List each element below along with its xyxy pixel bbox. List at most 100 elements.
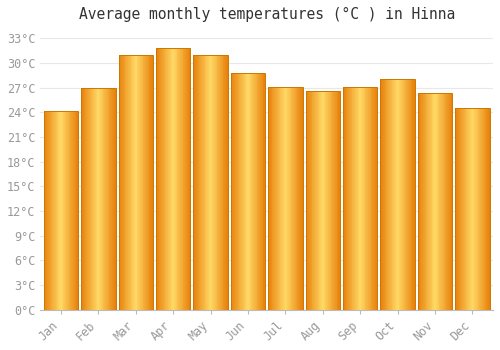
Bar [241, 73, 242, 310]
Bar [489, 108, 490, 310]
Bar [306, 91, 308, 310]
Bar [140, 55, 141, 310]
Bar [373, 87, 374, 310]
Bar [162, 48, 163, 310]
Bar [197, 55, 198, 310]
Bar [447, 93, 448, 310]
Bar [52, 111, 53, 310]
Bar [209, 55, 210, 310]
Bar [299, 87, 300, 310]
Bar [135, 55, 136, 310]
Bar [418, 93, 420, 310]
Bar [363, 87, 364, 310]
Bar [339, 91, 340, 310]
Bar [423, 93, 424, 310]
Bar [150, 55, 151, 310]
Bar [107, 88, 108, 310]
Bar [212, 55, 213, 310]
Bar [407, 79, 408, 310]
Bar [160, 48, 161, 310]
Bar [480, 108, 481, 310]
Bar [264, 73, 265, 310]
Bar [408, 79, 409, 310]
Bar [360, 87, 361, 310]
Bar [431, 93, 432, 310]
Bar [283, 87, 284, 310]
Bar [130, 55, 132, 310]
Bar [344, 87, 346, 310]
Bar [382, 79, 383, 310]
Bar [247, 73, 248, 310]
Bar [112, 88, 113, 310]
Bar [194, 55, 195, 310]
Bar [276, 87, 277, 310]
Bar [449, 93, 450, 310]
Bar [259, 73, 260, 310]
Bar [482, 108, 483, 310]
Bar [460, 108, 462, 310]
Bar [437, 93, 438, 310]
Bar [65, 111, 66, 310]
Bar [64, 111, 65, 310]
Bar [242, 73, 243, 310]
Bar [73, 111, 74, 310]
Bar [222, 55, 224, 310]
Bar [268, 87, 269, 310]
Bar [487, 108, 488, 310]
Bar [392, 79, 394, 310]
Bar [477, 108, 478, 310]
Bar [54, 111, 55, 310]
Bar [104, 88, 105, 310]
Bar [395, 79, 396, 310]
Bar [440, 93, 441, 310]
Bar [89, 88, 90, 310]
Bar [120, 55, 121, 310]
Bar [176, 48, 178, 310]
Bar [256, 73, 258, 310]
Bar [166, 48, 167, 310]
Bar [472, 108, 474, 310]
Bar [352, 87, 354, 310]
Bar [244, 73, 246, 310]
Bar [142, 55, 144, 310]
Bar [376, 87, 378, 310]
Bar [158, 48, 160, 310]
Bar [294, 87, 295, 310]
Bar [441, 93, 442, 310]
Bar [418, 93, 452, 310]
Bar [262, 73, 264, 310]
Bar [318, 91, 320, 310]
Bar [403, 79, 404, 310]
Bar [361, 87, 362, 310]
Bar [327, 91, 328, 310]
Bar [118, 55, 120, 310]
Bar [442, 93, 443, 310]
Bar [185, 48, 186, 310]
Bar [428, 93, 429, 310]
Bar [105, 88, 106, 310]
Bar [269, 87, 270, 310]
Bar [187, 48, 188, 310]
Bar [277, 87, 278, 310]
Bar [335, 91, 336, 310]
Bar [450, 93, 452, 310]
Bar [81, 88, 82, 310]
Bar [74, 111, 76, 310]
Bar [435, 93, 436, 310]
Bar [317, 91, 318, 310]
Bar [301, 87, 302, 310]
Bar [268, 87, 302, 310]
Bar [406, 79, 407, 310]
Bar [49, 111, 50, 310]
Bar [82, 88, 83, 310]
Bar [118, 55, 153, 310]
Bar [306, 91, 340, 310]
Bar [429, 93, 430, 310]
Bar [398, 79, 400, 310]
Bar [100, 88, 101, 310]
Bar [71, 111, 72, 310]
Bar [59, 111, 60, 310]
Bar [255, 73, 256, 310]
Bar [58, 111, 59, 310]
Bar [272, 87, 274, 310]
